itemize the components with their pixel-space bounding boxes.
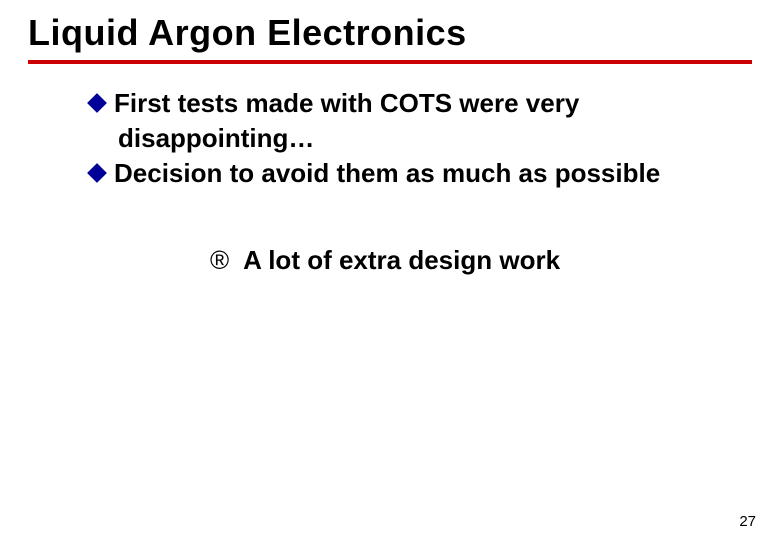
conclusion-area: ® A lot of extra design work <box>90 245 740 276</box>
diamond-icon <box>87 93 107 113</box>
bullet-rest: to avoid them as much as possible <box>222 158 660 188</box>
bullet-text: First tests made with COTS were very <box>114 86 740 121</box>
slide-title: Liquid Argon Electronics <box>0 0 780 58</box>
conclusion-text: A lot of extra design work <box>243 245 560 276</box>
bullet-item: First tests made with COTS were very <box>90 86 740 121</box>
bullet-rest: tests made with COTS were very <box>170 88 579 118</box>
diamond-icon <box>87 163 107 183</box>
bullet-continuation: disappointing… <box>90 121 740 156</box>
bullet-item: Decision to avoid them as much as possib… <box>90 156 740 191</box>
page-number: 27 <box>739 513 756 530</box>
content-area: First tests made with COTS were very dis… <box>0 64 780 276</box>
conclusion: ® A lot of extra design work <box>210 245 560 276</box>
arrow-icon: ® <box>210 245 229 276</box>
bullet-lead: Decision <box>114 158 222 188</box>
bullet-lead: First <box>114 88 170 118</box>
bullet-text: Decision to avoid them as much as possib… <box>114 156 740 191</box>
slide: Liquid Argon Electronics First tests mad… <box>0 0 780 540</box>
